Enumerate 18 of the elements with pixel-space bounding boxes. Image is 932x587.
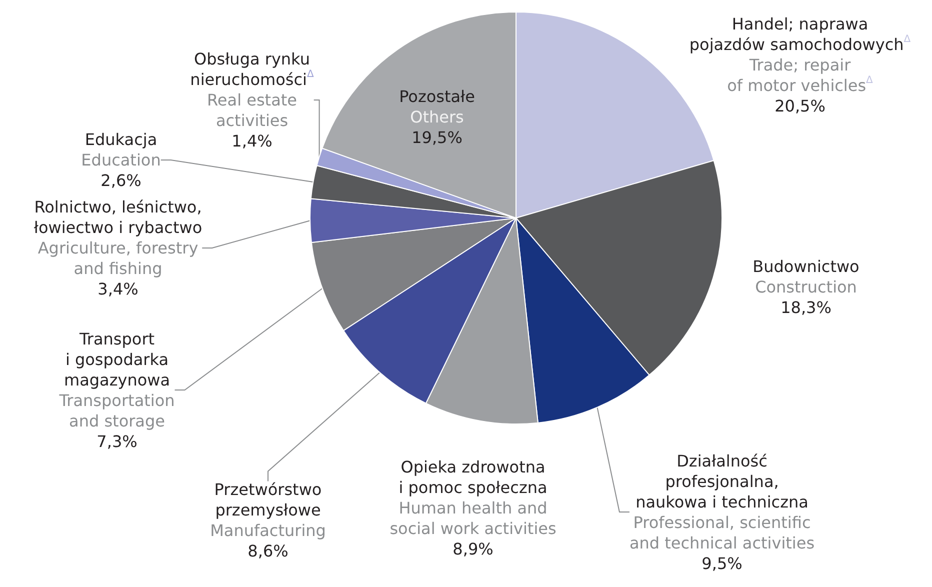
slice-label: Rolnictwo, leśnictwo, łowiectwo i rybactwo Agriculture, forestry and fishing [34,198,202,278]
data-label: 3,4% [98,280,138,298]
data-label: 8,9% [452,540,494,558]
data-label: 7,3% [96,432,138,451]
slice-label: Działalność profesjonalna, naukowa i techniczna Professional, scientific and technical activities [629,451,815,552]
data-label: 8,6% [248,541,288,560]
slice-label: Pozostałe Others [399,87,475,126]
slice-label: Edukacja Education [81,130,161,170]
slice-label: Opieka zdrowotna i pomoc społeczna Human health and social work activities [390,458,556,538]
slice-label: Przetwórstwo przemysłowe Manufacturing [210,480,326,540]
data-label: 9,5% [702,554,742,573]
data-label: 18,3% [780,298,832,317]
data-label: 1,4% [232,132,272,150]
data-label: 20,5% [774,96,826,116]
slice-label: Transport i gospodarka magazynowa Transportation and storage [58,329,175,430]
data-label: 19,5% [412,128,462,147]
data-label: 2,6% [100,171,142,190]
slice-label: Budownictwo Construction [752,257,860,296]
